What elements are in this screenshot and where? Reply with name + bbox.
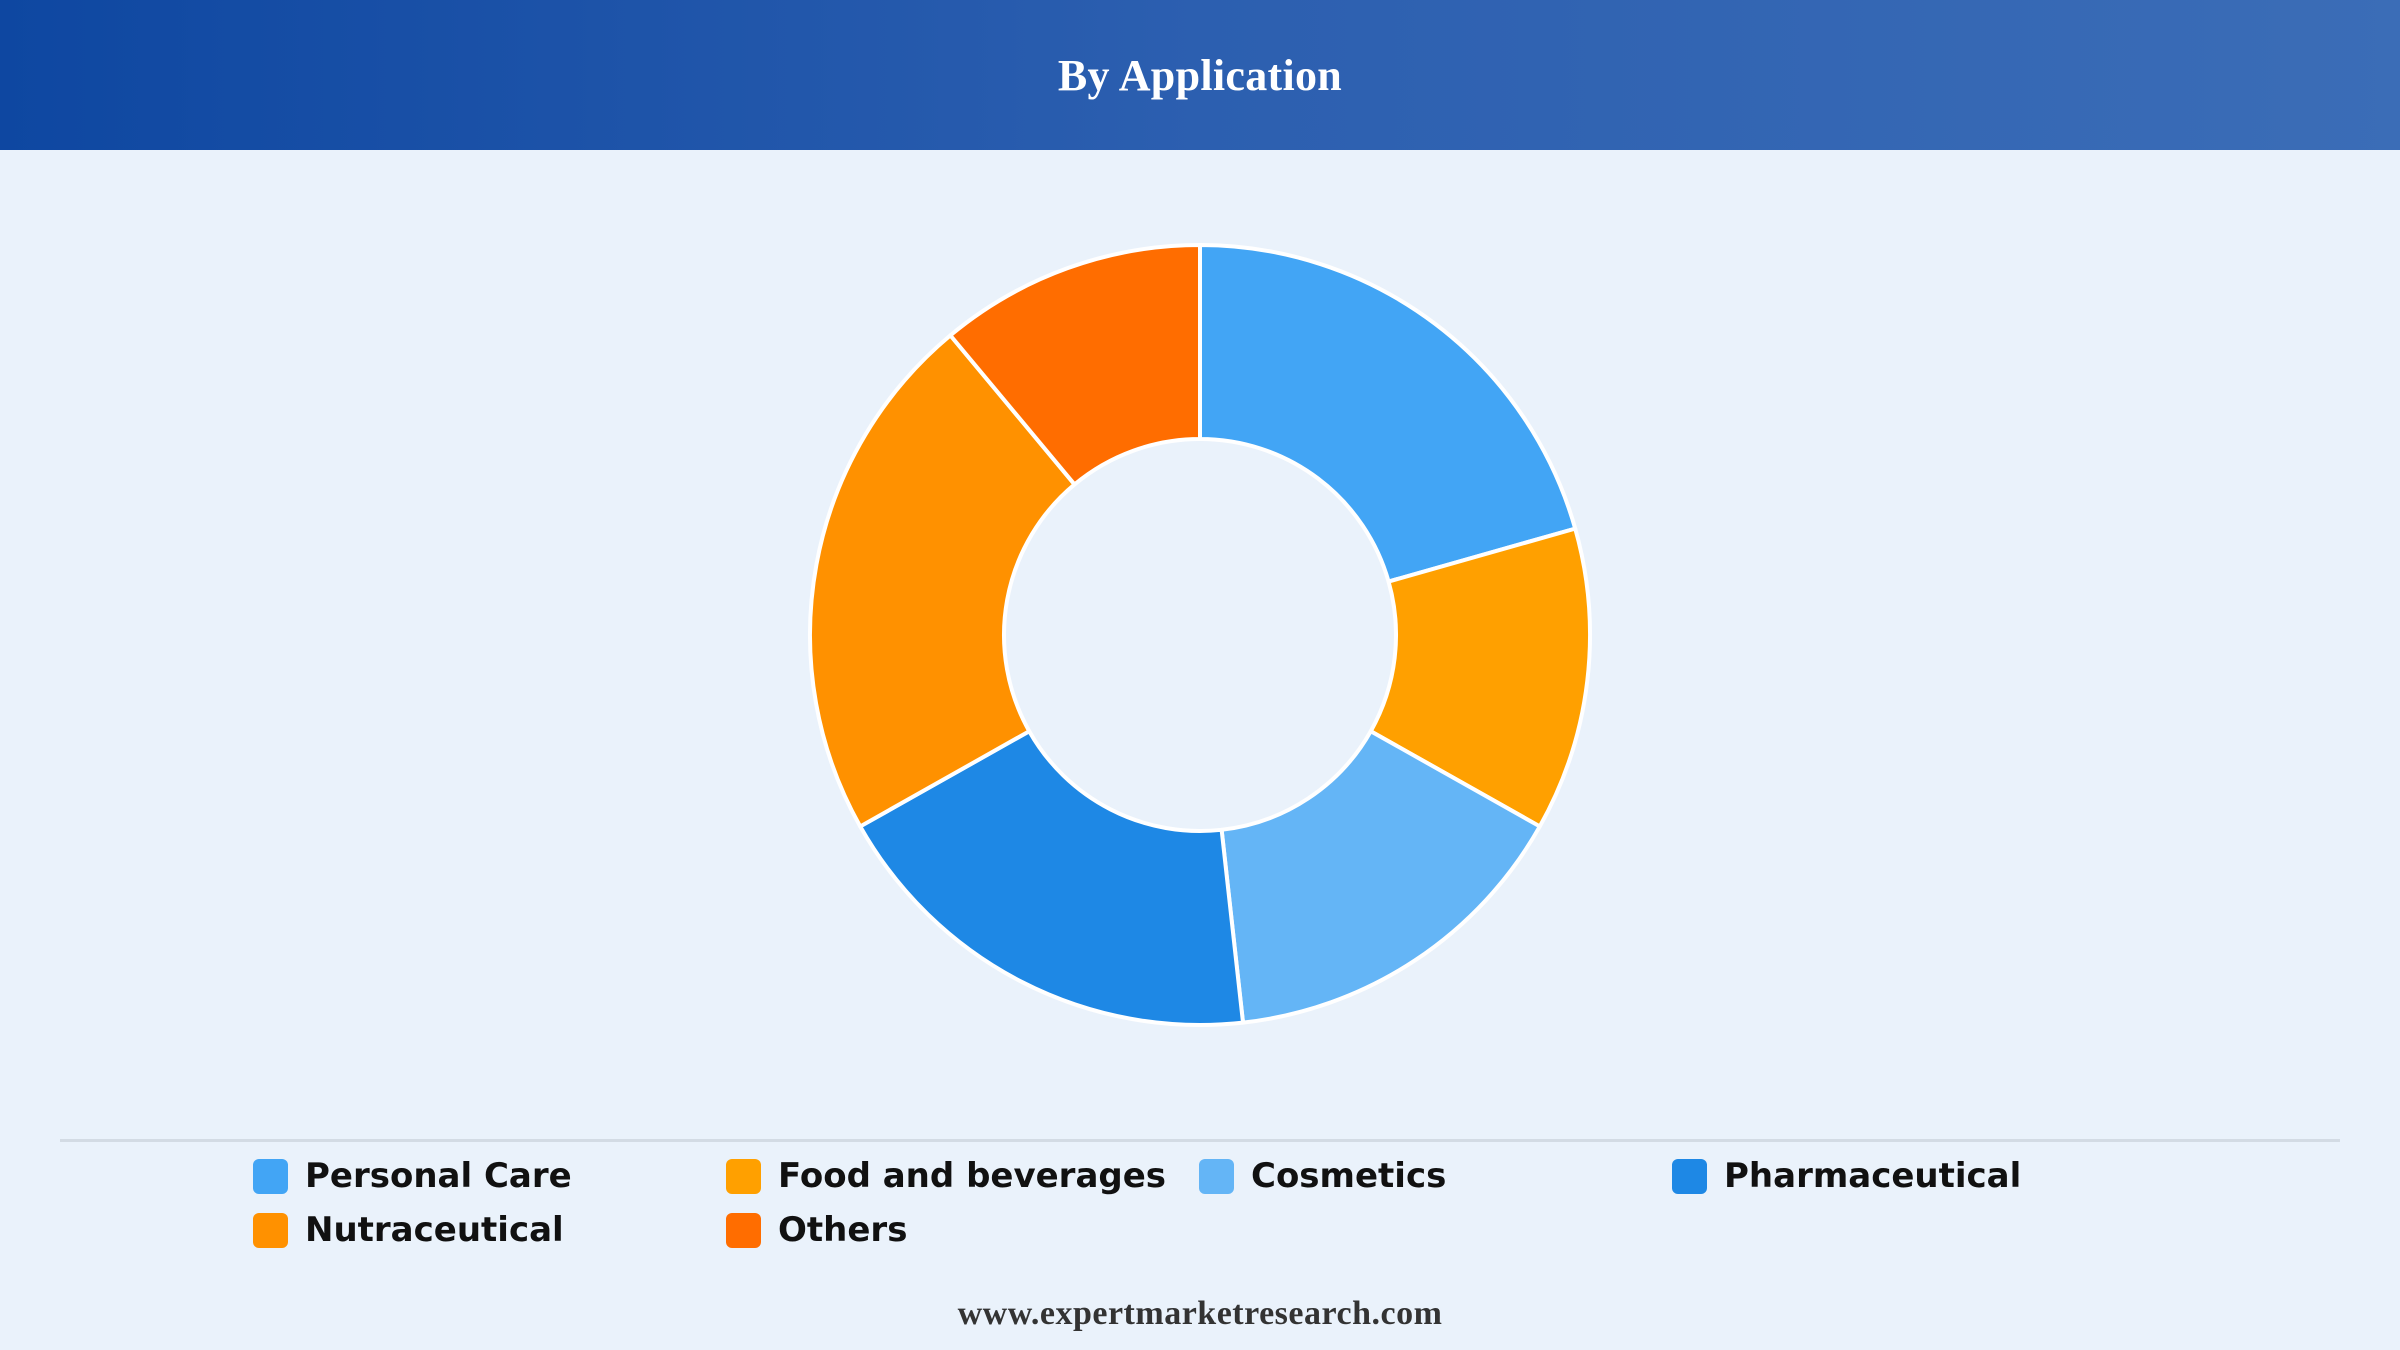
donut-slice-nutraceutical[interactable] <box>808 333 1077 829</box>
legend-item-personal-care[interactable]: Personal Care <box>253 1154 572 1198</box>
legend-swatch <box>726 1158 761 1194</box>
legend-item-others[interactable]: Others <box>726 1208 907 1252</box>
legend-swatch <box>253 1158 288 1194</box>
donut-chart <box>808 243 1592 1027</box>
donut-slice-cosmetics[interactable] <box>1219 729 1542 1025</box>
legend-item-cosmetics[interactable]: Cosmetics <box>1199 1154 1446 1198</box>
legend-item-food-and-beverages[interactable]: Food and beverages <box>726 1154 1166 1198</box>
donut-slice-food-and-beverages[interactable] <box>1368 526 1592 829</box>
header-banner: By Application <box>0 0 2400 150</box>
donut-slice-pharmaceutical[interactable] <box>858 729 1246 1027</box>
donut-slices <box>808 243 1592 1027</box>
chart-title: By Application <box>1057 50 1343 100</box>
legend-label: Cosmetics <box>1251 1156 1447 1196</box>
legend-swatch <box>1672 1158 1707 1194</box>
legend-label: Personal Care <box>305 1156 572 1196</box>
donut-slice-personal-care[interactable] <box>1198 243 1578 584</box>
legend-label: Pharmaceutical <box>1724 1156 2022 1196</box>
legend-label: Food and beverages <box>778 1156 1167 1196</box>
source-footer: www.expertmarketresearch.com <box>957 1295 1443 1332</box>
legend-label: Nutraceutical <box>305 1210 564 1250</box>
legend-swatch <box>1199 1158 1234 1194</box>
legend-label: Others <box>778 1210 908 1250</box>
legend-swatch <box>253 1212 288 1248</box>
legend-swatch <box>726 1212 761 1248</box>
legend-divider <box>60 1139 2340 1142</box>
donut-slice-others[interactable] <box>948 243 1202 487</box>
legend-item-nutraceutical[interactable]: Nutraceutical <box>253 1208 564 1252</box>
legend-item-pharmaceutical[interactable]: Pharmaceutical <box>1672 1154 2021 1198</box>
